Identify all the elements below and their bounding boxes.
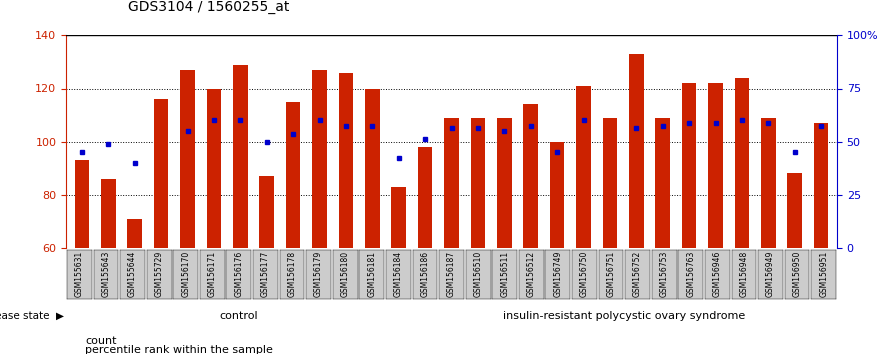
Bar xyxy=(128,218,142,248)
Text: GSM156949: GSM156949 xyxy=(766,251,775,297)
Bar xyxy=(735,78,749,248)
Bar xyxy=(523,104,538,248)
Text: GSM156177: GSM156177 xyxy=(261,251,270,297)
Text: percentile rank within the sample: percentile rank within the sample xyxy=(85,346,273,354)
Text: GSM156512: GSM156512 xyxy=(527,251,536,297)
Text: GDS3104 / 1560255_at: GDS3104 / 1560255_at xyxy=(128,0,289,14)
Bar xyxy=(576,86,591,248)
Text: GSM155644: GSM155644 xyxy=(128,251,137,297)
Text: GSM156951: GSM156951 xyxy=(819,251,828,297)
Bar xyxy=(470,118,485,248)
Bar xyxy=(154,99,168,248)
Text: GSM156950: GSM156950 xyxy=(793,251,802,297)
Text: GSM156750: GSM156750 xyxy=(580,251,589,297)
Bar xyxy=(233,65,248,248)
Text: insulin-resistant polycystic ovary syndrome: insulin-resistant polycystic ovary syndr… xyxy=(503,311,745,321)
Bar xyxy=(550,142,565,248)
Bar xyxy=(761,118,775,248)
Text: GSM156510: GSM156510 xyxy=(474,251,483,297)
Text: GSM156946: GSM156946 xyxy=(713,251,722,297)
Bar xyxy=(603,118,618,248)
Text: count: count xyxy=(85,336,117,346)
Bar xyxy=(708,83,722,248)
Bar xyxy=(444,118,459,248)
Bar xyxy=(365,88,380,248)
Text: GSM156180: GSM156180 xyxy=(341,251,350,297)
Text: GSM156186: GSM156186 xyxy=(420,251,429,297)
Bar xyxy=(682,83,696,248)
Text: GSM155631: GSM155631 xyxy=(75,251,84,297)
Text: GSM156170: GSM156170 xyxy=(181,251,190,297)
Bar xyxy=(101,179,115,248)
Text: GSM155643: GSM155643 xyxy=(101,251,110,297)
Text: GSM156179: GSM156179 xyxy=(315,251,323,297)
Text: GSM156184: GSM156184 xyxy=(394,251,403,297)
Bar xyxy=(285,102,300,248)
Text: GSM156511: GSM156511 xyxy=(500,251,509,297)
Bar xyxy=(391,187,406,248)
Bar xyxy=(207,88,221,248)
Bar xyxy=(181,70,195,248)
Text: GSM155729: GSM155729 xyxy=(154,251,164,297)
Text: disease state  ▶: disease state ▶ xyxy=(0,311,64,321)
Bar xyxy=(655,118,670,248)
Text: control: control xyxy=(219,311,258,321)
Bar xyxy=(312,70,327,248)
Bar xyxy=(629,54,644,248)
Text: GSM156751: GSM156751 xyxy=(606,251,616,297)
Text: GSM156176: GSM156176 xyxy=(234,251,243,297)
Bar xyxy=(259,176,274,248)
Bar xyxy=(338,73,353,248)
Text: GSM156181: GSM156181 xyxy=(367,251,376,297)
Text: GSM156948: GSM156948 xyxy=(739,251,749,297)
Text: GSM156178: GSM156178 xyxy=(287,251,297,297)
Bar xyxy=(788,173,802,248)
Text: GSM156763: GSM156763 xyxy=(686,251,695,297)
Text: GSM156753: GSM156753 xyxy=(660,251,669,297)
Text: GSM156749: GSM156749 xyxy=(553,251,562,297)
Bar xyxy=(814,123,828,248)
Bar xyxy=(75,160,89,248)
Text: GSM156171: GSM156171 xyxy=(208,251,217,297)
Bar xyxy=(418,147,433,248)
Bar xyxy=(497,118,512,248)
Text: GSM156187: GSM156187 xyxy=(447,251,456,297)
Text: GSM156752: GSM156752 xyxy=(633,251,642,297)
